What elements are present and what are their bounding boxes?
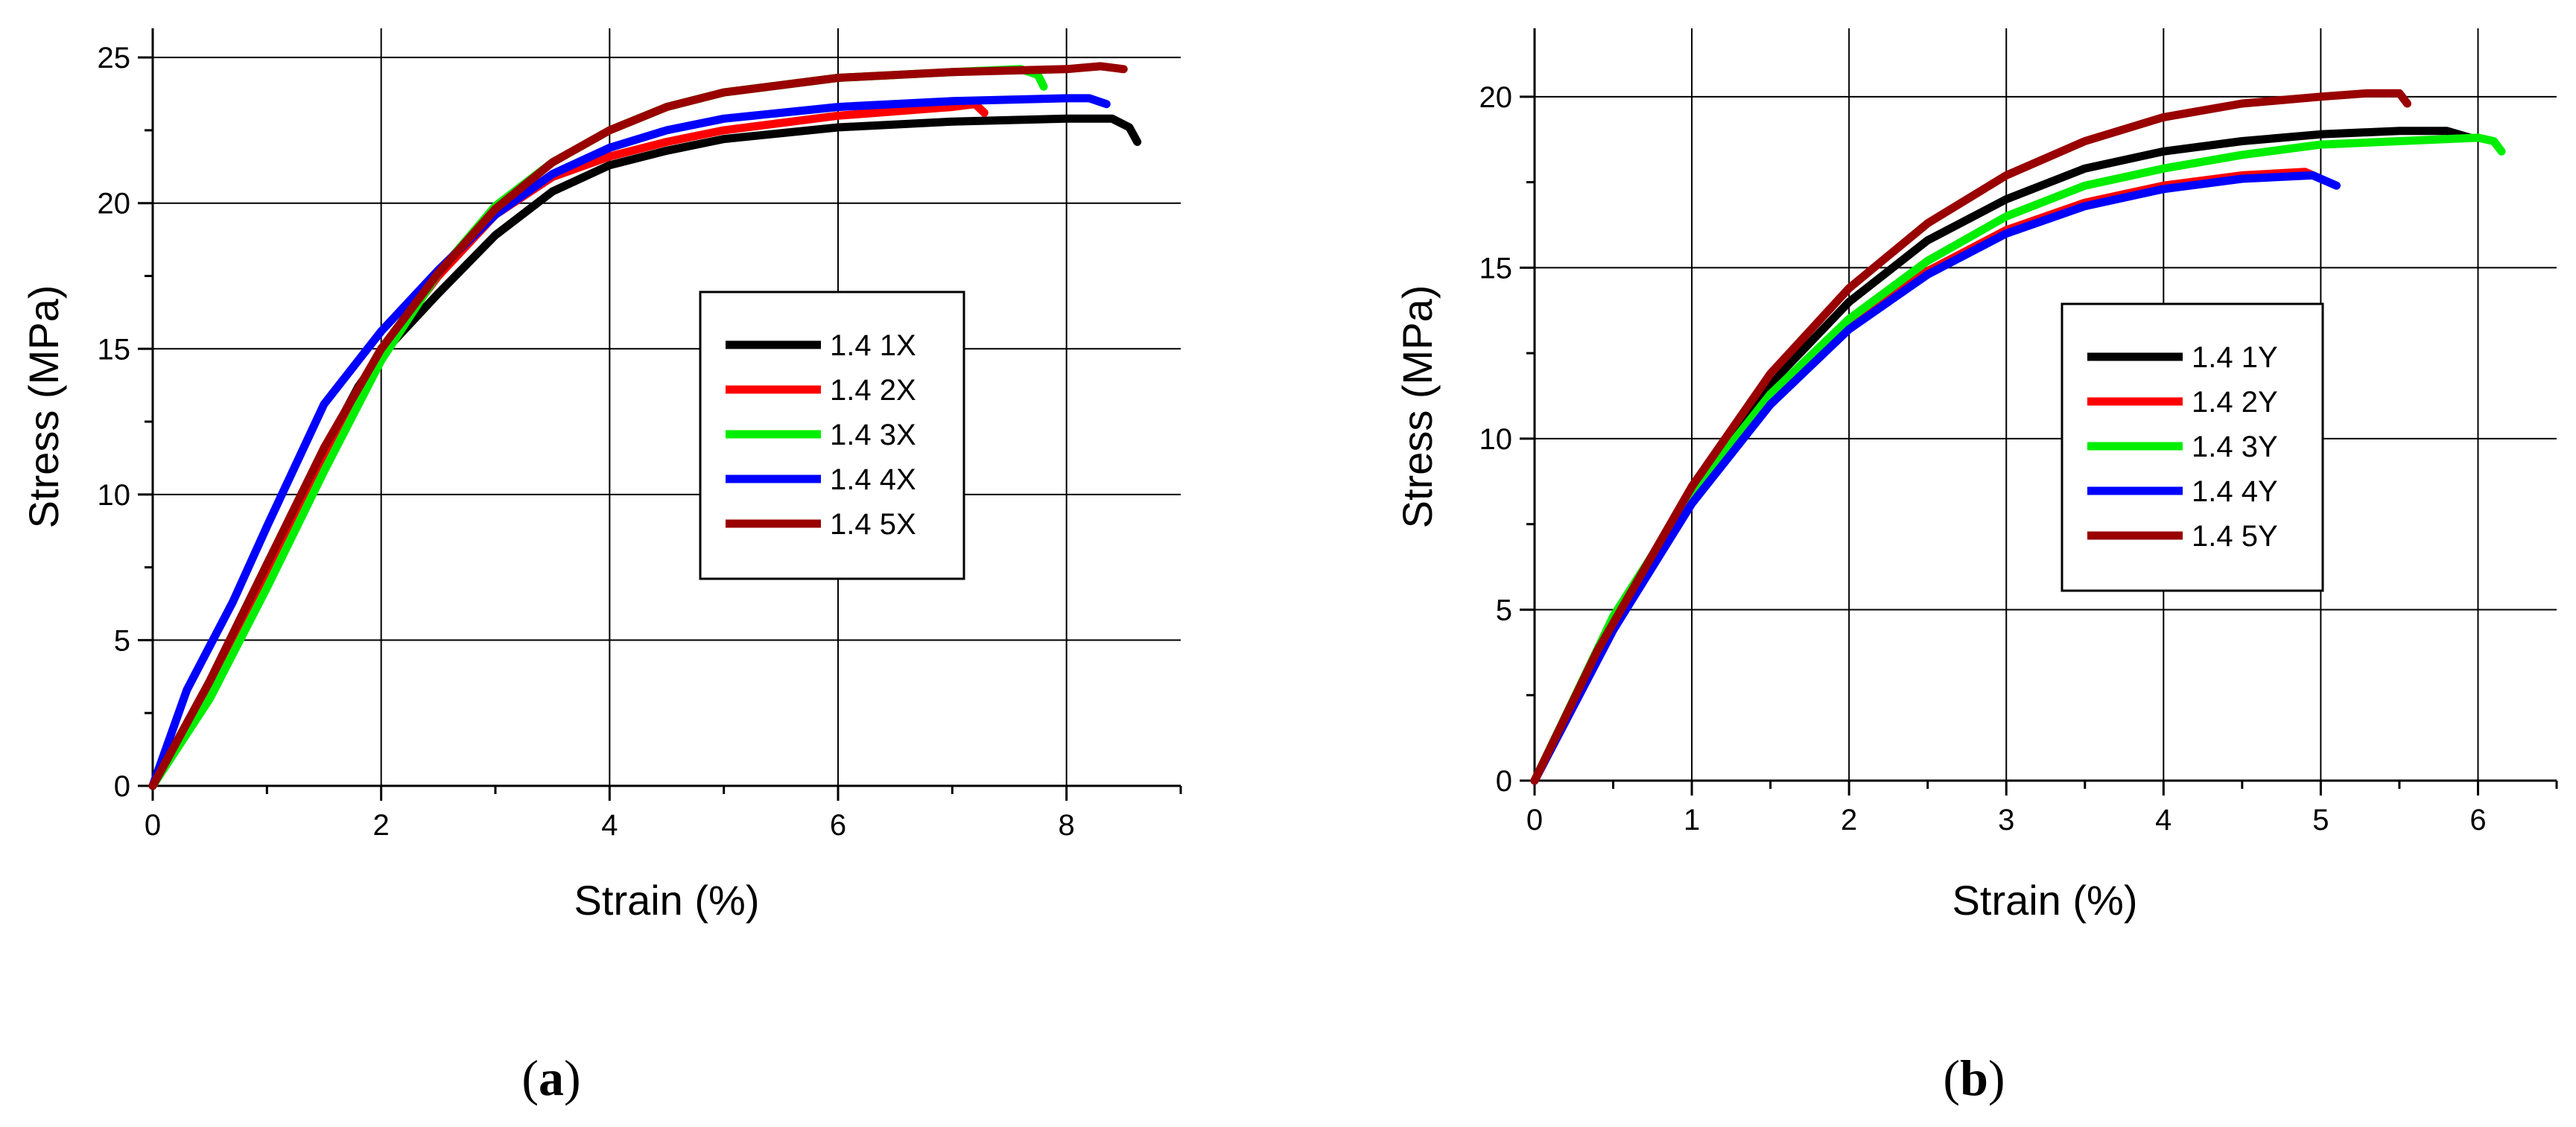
series-line-3	[1530, 133, 2506, 785]
x-tick-label: 5	[2312, 804, 2329, 836]
x-tick-label: 6	[2469, 804, 2486, 836]
legend-label: 1.4 4X	[830, 463, 916, 496]
y-tick-label: 15	[1479, 252, 1513, 285]
panel-label-b: (b)	[1943, 1050, 2005, 1106]
legend-label: 1.4 5Y	[2192, 520, 2278, 553]
x-tick-label: 4	[601, 809, 618, 842]
x-tick-label: 8	[1059, 809, 1075, 842]
x-tick-label: 1	[1684, 804, 1700, 836]
legend-label: 1.4 2Y	[2192, 386, 2278, 419]
series-line-5	[1530, 89, 2411, 785]
y-tick-label: 15	[98, 333, 131, 366]
y-tick-label: 5	[114, 624, 130, 657]
x-tick-label: 0	[145, 809, 161, 842]
legend-label: 1.4 2X	[830, 374, 916, 407]
legend-label: 1.4 3X	[830, 419, 916, 451]
x-axis-title: Strain (%)	[574, 877, 760, 924]
x-tick-label: 6	[830, 809, 846, 842]
y-axis-title: Stress (MPa)	[1394, 285, 1441, 529]
x-tick-label: 0	[1526, 804, 1543, 836]
legend-label: 1.4 1Y	[2192, 341, 2278, 374]
y-tick-label: 25	[98, 42, 131, 74]
chart-panel-a: 0 2 4 6 8 0 5 10 15 20 25 Strain (%) Stress (MPa) 1.4…	[20, 28, 1182, 924]
series-line-4	[1530, 171, 2341, 785]
y-tick-label: 10	[1479, 423, 1513, 456]
legend-label: 1.4 5X	[830, 508, 916, 541]
y-tick-label: 20	[98, 188, 131, 220]
x-tick-label: 3	[1998, 804, 2014, 836]
y-axis-title: Stress (MPa)	[20, 285, 67, 529]
series-line-4	[148, 94, 1111, 790]
y-tick-label: 0	[114, 770, 130, 803]
series-line-5	[148, 62, 1128, 790]
chart-panel-b: 0 1 2 3 4 5 6 0 5 10 15 20 Strain (%) Stress (MPa) 1.4…	[1394, 28, 2558, 924]
x-tick-label: 2	[1841, 804, 1857, 836]
y-tick-label: 20	[1479, 81, 1513, 114]
y-tick-label: 10	[98, 479, 131, 512]
x-tick-label: 2	[373, 809, 390, 842]
legend-label: 1.4 4Y	[2192, 475, 2278, 508]
y-tick-label: 0	[1496, 765, 1512, 798]
y-tick-label: 5	[1496, 594, 1512, 626]
x-axis-title: Strain (%)	[1952, 877, 2138, 924]
legend-label: 1.4 3Y	[2192, 431, 2278, 463]
panel-label-a: (a)	[521, 1050, 580, 1106]
legend-label: 1.4 1X	[830, 329, 916, 362]
x-tick-label: 4	[2155, 804, 2171, 836]
